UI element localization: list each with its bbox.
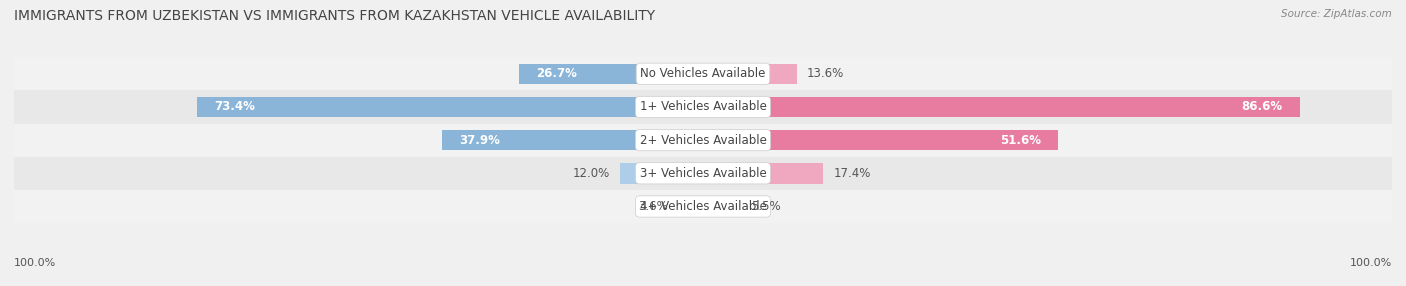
Bar bbox=[14, 157, 1392, 190]
Bar bbox=[441, 130, 703, 150]
Bar bbox=[14, 190, 1392, 223]
Bar bbox=[703, 130, 1059, 150]
Text: 100.0%: 100.0% bbox=[14, 258, 56, 268]
Text: 5.5%: 5.5% bbox=[751, 200, 780, 213]
Bar bbox=[519, 63, 703, 84]
Text: 2+ Vehicles Available: 2+ Vehicles Available bbox=[640, 134, 766, 147]
Text: IMMIGRANTS FROM UZBEKISTAN VS IMMIGRANTS FROM KAZAKHSTAN VEHICLE AVAILABILITY: IMMIGRANTS FROM UZBEKISTAN VS IMMIGRANTS… bbox=[14, 9, 655, 23]
Text: 4+ Vehicles Available: 4+ Vehicles Available bbox=[640, 200, 766, 213]
Text: 1+ Vehicles Available: 1+ Vehicles Available bbox=[640, 100, 766, 114]
Bar bbox=[678, 196, 703, 217]
Bar bbox=[620, 163, 703, 184]
Bar bbox=[703, 63, 797, 84]
Text: 73.4%: 73.4% bbox=[215, 100, 256, 114]
Text: 26.7%: 26.7% bbox=[536, 67, 576, 80]
Text: Source: ZipAtlas.com: Source: ZipAtlas.com bbox=[1281, 9, 1392, 19]
Text: 3.6%: 3.6% bbox=[638, 200, 668, 213]
Text: No Vehicles Available: No Vehicles Available bbox=[640, 67, 766, 80]
Bar bbox=[14, 124, 1392, 157]
Text: 51.6%: 51.6% bbox=[1000, 134, 1042, 147]
Text: 86.6%: 86.6% bbox=[1241, 100, 1282, 114]
Text: 13.6%: 13.6% bbox=[807, 67, 844, 80]
Text: 3+ Vehicles Available: 3+ Vehicles Available bbox=[640, 167, 766, 180]
Text: 17.4%: 17.4% bbox=[834, 167, 870, 180]
Bar bbox=[14, 90, 1392, 124]
Text: 37.9%: 37.9% bbox=[460, 134, 501, 147]
Text: 100.0%: 100.0% bbox=[1350, 258, 1392, 268]
Bar bbox=[703, 163, 823, 184]
Bar bbox=[703, 196, 741, 217]
Bar bbox=[14, 57, 1392, 90]
Text: 12.0%: 12.0% bbox=[572, 167, 610, 180]
Bar bbox=[197, 97, 703, 117]
Bar bbox=[703, 97, 1299, 117]
